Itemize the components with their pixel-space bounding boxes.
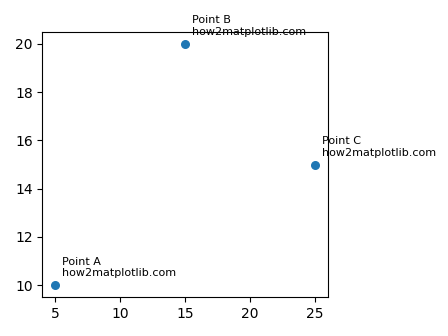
Point <box>181 41 189 47</box>
Text: Point B
how2matplotlib.com: Point B how2matplotlib.com <box>192 15 306 37</box>
Text: Point A
how2matplotlib.com: Point A how2matplotlib.com <box>62 257 177 278</box>
Point <box>52 283 59 288</box>
Point <box>311 162 319 167</box>
Text: Point C
how2matplotlib.com: Point C how2matplotlib.com <box>322 136 436 158</box>
